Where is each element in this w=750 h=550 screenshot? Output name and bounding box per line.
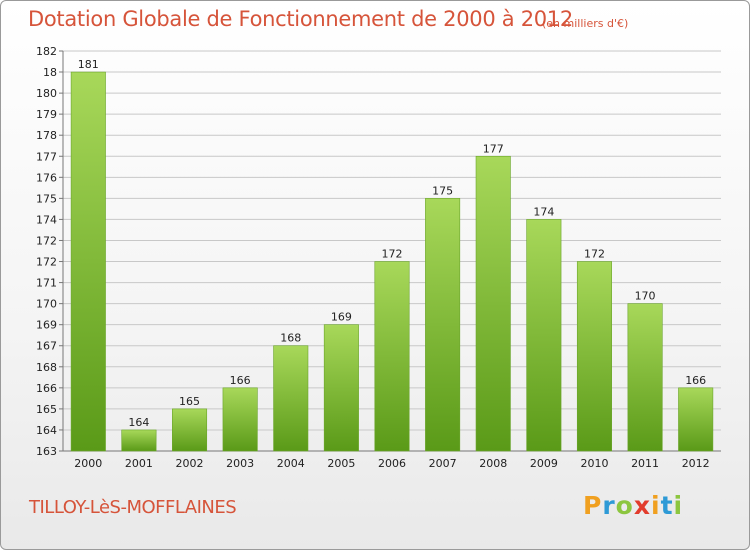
value-label: 177 bbox=[483, 142, 504, 155]
y-tick-label: 171 bbox=[36, 277, 57, 290]
x-tick-label: 2012 bbox=[682, 457, 710, 470]
y-tick-label: 177 bbox=[36, 150, 57, 163]
bar-2001 bbox=[121, 429, 157, 452]
y-tick-label: 172 bbox=[36, 234, 57, 247]
x-tick-label: 2006 bbox=[378, 457, 406, 470]
logo-letter: t bbox=[660, 491, 674, 520]
bar-2011 bbox=[627, 303, 663, 452]
x-axis: 2000 2001 2002 2003 2004 2005 2006 2007 2008 2009… bbox=[74, 457, 709, 470]
bar-2002 bbox=[172, 408, 208, 452]
value-label: 166 bbox=[685, 374, 706, 387]
chart-subtitle: (en milliers d'€) bbox=[542, 17, 629, 30]
commune-name: TILLOY-LèS-MOFFLAINES bbox=[29, 497, 237, 518]
x-tick-label: 2007 bbox=[429, 457, 457, 470]
x-tick-label: 2010 bbox=[580, 457, 608, 470]
y-tick-label: 172 bbox=[36, 256, 57, 269]
value-label: 164 bbox=[128, 416, 149, 429]
y-tick-label: 163 bbox=[36, 445, 57, 458]
x-tick-label: 2009 bbox=[530, 457, 558, 470]
value-label: 170 bbox=[635, 290, 656, 303]
logo-letter: i bbox=[673, 491, 684, 520]
x-tick-label: 2002 bbox=[176, 457, 204, 470]
value-label: 172 bbox=[584, 248, 605, 261]
logo-letter: x bbox=[633, 491, 651, 520]
y-tick-label: 164 bbox=[36, 424, 57, 437]
value-label: 165 bbox=[179, 395, 200, 408]
logo-letter: r bbox=[602, 491, 616, 520]
bar-2007 bbox=[425, 198, 461, 452]
y-tick-label: 167 bbox=[36, 340, 57, 353]
y-tick-label: 180 bbox=[36, 87, 57, 100]
x-tick-label: 2004 bbox=[277, 457, 305, 470]
value-label: 166 bbox=[230, 374, 251, 387]
logo-letter: i bbox=[651, 491, 661, 520]
y-tick-label: 169 bbox=[36, 319, 57, 332]
x-tick-label: 2001 bbox=[125, 457, 153, 470]
y-tick-label: 178 bbox=[36, 129, 57, 142]
y-tick-label: 182 bbox=[36, 45, 57, 58]
y-tick-label: 18 bbox=[43, 66, 57, 79]
value-label: 169 bbox=[331, 311, 352, 324]
chart-title: Dotation Globale de Fonctionnement de 20… bbox=[28, 7, 573, 31]
bar-2006 bbox=[374, 261, 410, 452]
logo-letter: o bbox=[615, 491, 634, 520]
bar-2000 bbox=[70, 71, 106, 452]
x-tick-label: 2005 bbox=[327, 457, 355, 470]
bar-2008 bbox=[475, 155, 511, 452]
y-tick-label: 166 bbox=[36, 382, 57, 395]
bar-2005 bbox=[323, 324, 359, 452]
bar-2004 bbox=[273, 345, 309, 452]
bar-chart: 1631641651661681671691701711721721741751… bbox=[36, 45, 721, 470]
y-tick-label: 176 bbox=[36, 171, 57, 184]
bar-2012 bbox=[678, 387, 714, 452]
logo-letter: P bbox=[583, 491, 603, 520]
value-label: 172 bbox=[382, 248, 403, 261]
y-tick-label: 168 bbox=[36, 361, 57, 374]
value-label: 181 bbox=[78, 58, 99, 71]
y-tick-label: 175 bbox=[36, 192, 57, 205]
y-tick-label: 179 bbox=[36, 108, 57, 121]
value-label: 168 bbox=[280, 332, 301, 345]
value-label: 174 bbox=[533, 205, 554, 218]
value-labels: 181 164 165 166 168 169 172 175 177 174 172 170 166 bbox=[78, 58, 706, 429]
y-tick-label: 170 bbox=[36, 298, 57, 311]
proxiti-logo[interactable]: Proxiti bbox=[583, 491, 683, 520]
value-label: 175 bbox=[432, 184, 453, 197]
x-tick-label: 2000 bbox=[74, 457, 102, 470]
bar-2010 bbox=[576, 261, 612, 452]
x-tick-label: 2011 bbox=[631, 457, 659, 470]
x-tick-label: 2003 bbox=[226, 457, 254, 470]
y-tick-label: 165 bbox=[36, 403, 57, 416]
bars bbox=[70, 71, 714, 452]
y-tick-label: 174 bbox=[36, 213, 57, 226]
bar-2009 bbox=[526, 219, 562, 452]
bar-2003 bbox=[222, 387, 258, 452]
x-tick-label: 2008 bbox=[479, 457, 507, 470]
